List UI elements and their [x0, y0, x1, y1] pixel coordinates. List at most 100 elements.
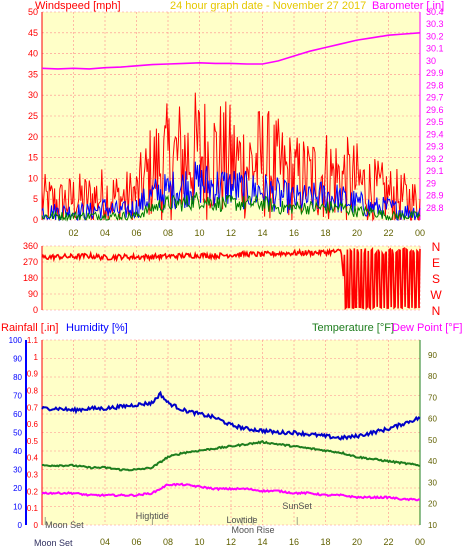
wind-y-tick-label: 25 — [28, 111, 38, 121]
dewpoint-axis-title: Dew Point [°F] — [392, 322, 462, 334]
humidity-tick-label: 30 — [13, 466, 22, 475]
temp-tick-label: 30 — [428, 478, 437, 487]
temp-x-tick-label: 08 — [163, 537, 173, 547]
humidity-line — [41, 390, 421, 441]
rain-tick-label: 0.9 — [27, 370, 39, 379]
temp-x-tick-label: 20 — [352, 537, 362, 547]
temperature-line — [41, 440, 421, 472]
rain-tick-label: 0.4 — [27, 454, 39, 463]
temperature-axis-title: Temperature [°F] — [312, 322, 394, 334]
wind-x-tick-label: 02 — [68, 228, 78, 238]
temp-x-tick-label: 06 — [131, 537, 141, 547]
wind-x-tick-label: 00 — [415, 228, 425, 238]
event-label: SunSet — [282, 501, 312, 511]
wind-x-tick-label: 14 — [257, 228, 267, 238]
temp-x-tick-label: 00 — [415, 537, 425, 547]
temp-x-tick-label: 04 — [100, 537, 110, 547]
barometer-tick-label: 29.7 — [426, 93, 444, 103]
compass-label: E — [432, 256, 440, 270]
wind-x-tick-label: 16 — [289, 228, 299, 238]
humidity-axis-title: Humidity [%] — [66, 322, 128, 334]
graph-date-title: 24 hour graph date - November 27 2017 — [170, 0, 366, 12]
rain-tick-label: 1.1 — [27, 336, 39, 345]
event-label: Lowtide — [227, 515, 258, 525]
temp-x-tick-label: 18 — [320, 537, 330, 547]
temp-tick-label: 40 — [428, 457, 437, 466]
humidity-tick-label: 70 — [13, 392, 22, 401]
barometer-tick-label: 28.8 — [426, 203, 444, 213]
wind-x-tick-label: 04 — [100, 228, 110, 238]
wind-x-tick-label: 12 — [226, 228, 236, 238]
temp-tick-label: 20 — [428, 500, 437, 509]
humidity-tick-label: 60 — [13, 410, 22, 419]
rain-tick-label: 0.7 — [27, 403, 39, 412]
compass-label: S — [432, 272, 440, 286]
wind-y-tick-label: 35 — [28, 69, 38, 79]
wind-x-tick-label: 18 — [320, 228, 330, 238]
rain-tick-label: 0.6 — [27, 420, 39, 429]
compass-label: W — [430, 288, 442, 302]
temp-tick-label: 50 — [428, 436, 437, 445]
barometer-tick-label: 30.4 — [426, 7, 444, 17]
barometer-tick-label: 29.5 — [426, 117, 444, 127]
rain-tick-label: 0.2 — [27, 487, 39, 496]
barometer-tick-label: 29.8 — [426, 80, 444, 90]
event-label: Hightide — [136, 511, 169, 521]
barometer-tick-label: 29.6 — [426, 105, 444, 115]
barometer-tick-label: 29 — [426, 178, 436, 188]
wind-x-tick-label: 22 — [383, 228, 393, 238]
compass-label: N — [432, 240, 441, 254]
direction-y-tick-label: 180 — [23, 273, 38, 283]
rain-tick-label: 1 — [34, 353, 39, 362]
humidity-tick-label: 80 — [13, 373, 22, 382]
rainfall-axis-title: Rainfall [.in] — [1, 322, 58, 334]
direction-y-tick-label: 270 — [23, 257, 38, 267]
wind-y-tick-label: 45 — [28, 28, 38, 38]
wind-y-tick-label: 20 — [28, 132, 38, 142]
humidity-tick-label: 10 — [13, 503, 22, 512]
barometer-axis-title: Barometer [.in] — [372, 0, 444, 12]
temp-tick-label: 60 — [428, 415, 437, 424]
barometer-tick-label: 30.1 — [426, 44, 444, 54]
barometer-tick-label: 29.1 — [426, 166, 444, 176]
direction-y-tick-label: 90 — [28, 289, 38, 299]
direction-y-tick-label: 0 — [33, 305, 38, 315]
temp-tick-label: 10 — [428, 521, 437, 530]
humidity-tick-label: 0 — [18, 521, 23, 530]
wind-y-tick-label: 15 — [28, 153, 38, 163]
barometer-tick-label: 28.9 — [426, 191, 444, 201]
barometer-tick-label: 29.3 — [426, 142, 444, 152]
temp-x-tick-label: 14 — [257, 537, 267, 547]
event-label: Moon Rise — [232, 525, 275, 535]
temp-x-tick-label: 22 — [383, 537, 393, 547]
wind-y-tick-label: 50 — [28, 7, 38, 17]
temp-tick-label: 80 — [428, 372, 437, 381]
compass-label: N — [432, 304, 441, 318]
rain-tick-label: 0.5 — [27, 437, 39, 446]
wind-average-line — [41, 161, 421, 222]
wind-y-tick-label: 0 — [33, 215, 38, 225]
wind-y-tick-label: 40 — [28, 49, 38, 59]
humidity-tick-label: 20 — [13, 484, 22, 493]
humidity-tick-label: 90 — [13, 355, 22, 364]
temp-tick-label: 90 — [428, 351, 437, 360]
barometer-tick-label: 30.3 — [426, 19, 444, 29]
barometer-tick-label: 29.2 — [426, 154, 444, 164]
barometer-line — [41, 32, 421, 70]
barometer-tick-label: 29.4 — [426, 129, 444, 139]
wind-x-tick-label: 10 — [194, 228, 204, 238]
rain-tick-label: 0.8 — [27, 386, 39, 395]
barometer-tick-label: 30 — [426, 56, 436, 66]
rain-tick-label: 0.3 — [27, 471, 39, 480]
wind-axis-title: Windspeed [mph] — [35, 0, 121, 12]
event-label: Moon Set — [45, 520, 84, 530]
bottom-moon-label: Moon Set — [34, 538, 73, 548]
humidity-tick-label: 100 — [9, 336, 23, 345]
wind-direction-line — [41, 246, 421, 311]
temp-tick-label: 70 — [428, 393, 437, 402]
rain-tick-label: 0.1 — [27, 504, 39, 513]
wind-y-tick-label: 30 — [28, 90, 38, 100]
wind-low-line — [41, 192, 421, 222]
